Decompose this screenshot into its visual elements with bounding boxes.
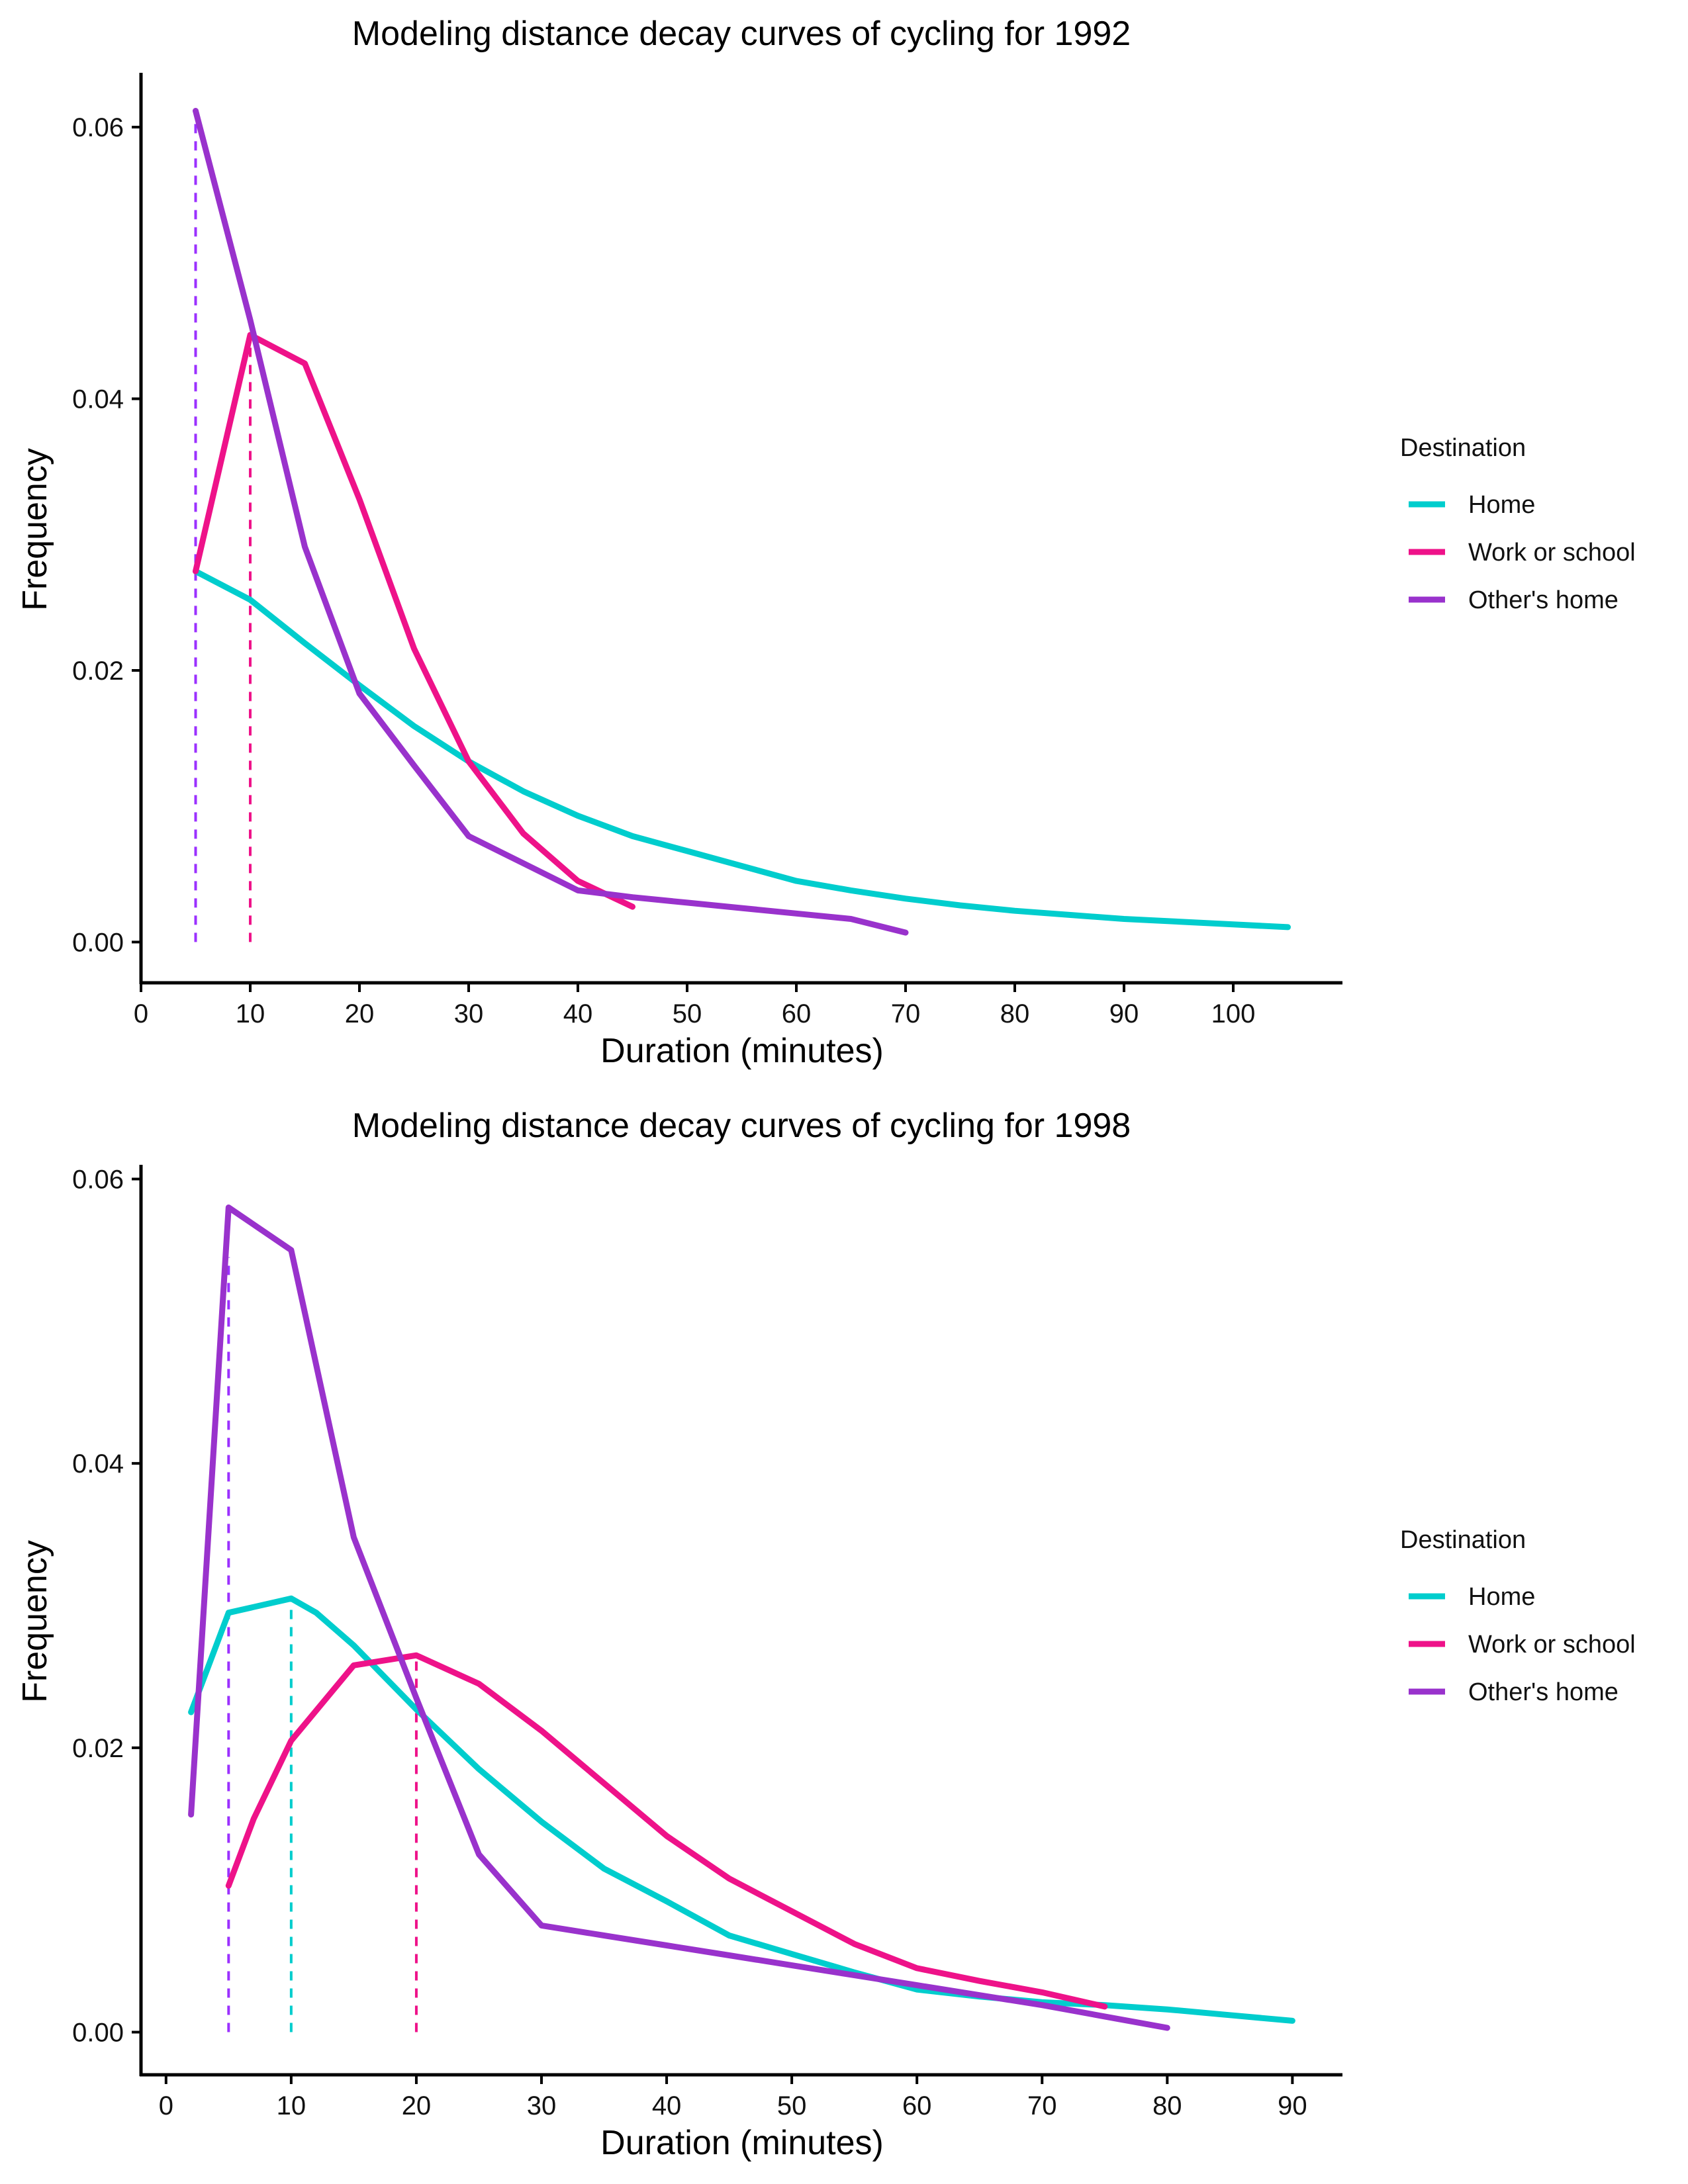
- legend: Destination Home Work or school Other's ho…: [1400, 1526, 1636, 1706]
- legend-items: Home Work or school Other's home: [1409, 1583, 1636, 1706]
- legend-label: Home: [1468, 1583, 1535, 1611]
- chart-panel-1992: Modeling distance decay curves of cyclin…: [16, 15, 1636, 1070]
- y-tick-label: 0.06: [72, 1165, 124, 1194]
- series-line-work-or-school: [225, 1652, 1108, 2010]
- legend-label: Work or school: [1468, 539, 1636, 567]
- x-tick-label: 20: [402, 2091, 432, 2120]
- y-tick-label: 0.00: [72, 928, 124, 957]
- x-tick-label: 90: [1109, 999, 1139, 1028]
- y-tick-label: 0.06: [72, 113, 124, 142]
- legend-item-other-s-home: Other's home: [1409, 1678, 1618, 1706]
- x-tick-label: 30: [527, 2091, 557, 2120]
- y-tick-label: 0.02: [72, 1734, 124, 1763]
- x-tick-label: 30: [454, 999, 484, 1028]
- legend-label: Work or school: [1468, 1631, 1636, 1659]
- x-tick-label: 50: [777, 2091, 807, 2120]
- legend-item-work-or-school: Work or school: [1409, 1631, 1636, 1659]
- x-tick-label: 10: [277, 2091, 306, 2120]
- x-tick-label: 50: [673, 999, 702, 1028]
- chart-title: Modeling distance decay curves of cyclin…: [352, 15, 1131, 53]
- legend-label: Other's home: [1468, 1678, 1618, 1706]
- y-tick-label: 0.04: [72, 385, 124, 414]
- chart-title: Modeling distance decay curves of cyclin…: [352, 1107, 1131, 1145]
- chart-1992: Modeling distance decay curves of cyclin…: [16, 15, 1636, 1070]
- series-line-other-s-home: [188, 1205, 1170, 2031]
- legend-item-other-s-home: Other's home: [1409, 586, 1618, 614]
- x-tick-label: 0: [159, 2091, 173, 2120]
- chart-panel-1998: Modeling distance decay curves of cyclin…: [0, 1092, 1688, 2184]
- x-tick-label: 80: [1000, 999, 1030, 1028]
- x-tick-label: 70: [1027, 2091, 1057, 2120]
- axes: 0 10 20 30 40 50 60 70 80 90 0.00 0.02 0.04 0.06: [72, 1165, 1342, 2120]
- legend-items: Home Work or school Other's home: [1409, 491, 1636, 614]
- x-tick-label: 40: [652, 2091, 682, 2120]
- x-tick-label: 20: [345, 999, 375, 1028]
- legend-title: Destination: [1400, 1526, 1526, 1554]
- x-tick-label: 60: [902, 2091, 932, 2120]
- axes: 0 10 20 30 40 50 60 70 80 90 100 0.00 0.02 0.04 0.06: [72, 73, 1342, 1028]
- chart-1998: Modeling distance decay curves of cyclin…: [16, 1107, 1636, 2162]
- x-tick-label: 40: [563, 999, 593, 1028]
- y-axis-title: Frequency: [16, 448, 54, 611]
- x-tick-label: 0: [134, 999, 148, 1028]
- x-tick-label: 100: [1211, 999, 1256, 1028]
- x-tick-label: 80: [1152, 2091, 1182, 2120]
- legend-label: Home: [1468, 491, 1535, 519]
- y-tick-label: 0.04: [72, 1449, 124, 1479]
- x-tick-label: 60: [782, 999, 812, 1028]
- legend-item-home: Home: [1409, 1583, 1535, 1611]
- plot-lines: [193, 108, 1291, 942]
- y-axis-title: Frequency: [16, 1540, 54, 1703]
- series-line-work-or-school: [193, 332, 635, 910]
- series-line-home: [193, 568, 1291, 931]
- series-line-other-s-home: [193, 108, 909, 936]
- legend-item-work-or-school: Work or school: [1409, 539, 1636, 567]
- legend: Destination Home Work or school Other's ho…: [1400, 434, 1636, 614]
- x-axis-title: Duration (minutes): [600, 2124, 884, 2162]
- x-tick-label: 70: [891, 999, 921, 1028]
- legend-label: Other's home: [1468, 586, 1618, 614]
- x-tick-label: 10: [236, 999, 265, 1028]
- x-tick-label: 90: [1278, 2091, 1307, 2120]
- y-tick-label: 0.00: [72, 2019, 124, 2048]
- x-axis-title: Duration (minutes): [600, 1032, 884, 1070]
- legend-title: Destination: [1400, 434, 1526, 462]
- legend-item-home: Home: [1409, 491, 1535, 519]
- plot-lines: [188, 1205, 1295, 2032]
- y-tick-label: 0.02: [72, 657, 124, 686]
